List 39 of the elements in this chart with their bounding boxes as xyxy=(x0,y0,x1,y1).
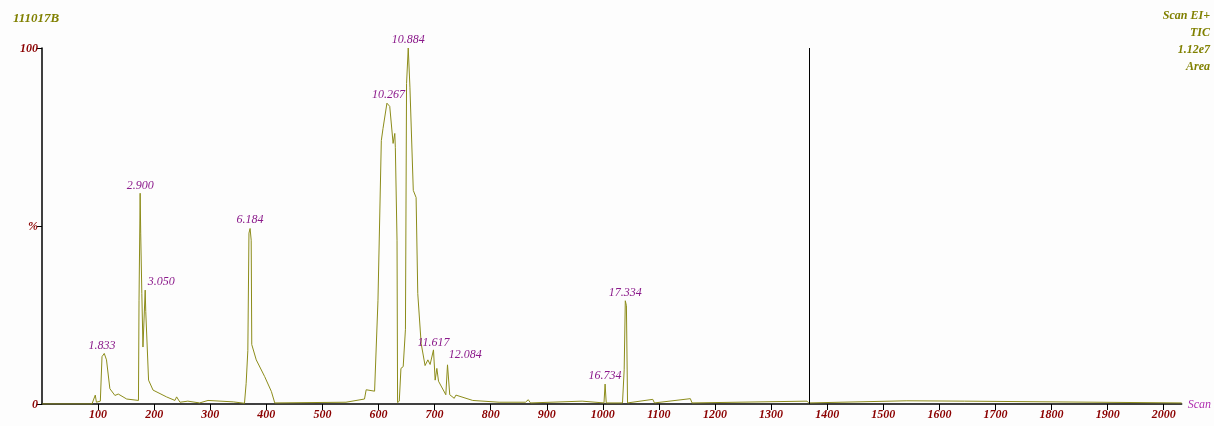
x-tick-label: 900 xyxy=(537,407,556,421)
x-tick-label: 300 xyxy=(200,407,220,421)
x-tick-label: 1900 xyxy=(1095,407,1120,421)
annotation: 11.617 xyxy=(417,334,451,349)
x-tick-label: 600 xyxy=(369,407,388,421)
annotation: 6.184 xyxy=(236,211,264,226)
text: TIC xyxy=(1189,24,1211,39)
annotation: 3.050 xyxy=(146,274,175,289)
x-tick-label: 500 xyxy=(313,407,332,421)
y-tick-label: 0 xyxy=(32,397,38,411)
x-tick-label: 700 xyxy=(425,407,444,421)
x-tick-label: 1200 xyxy=(703,407,728,421)
x-tick-label: 1400 xyxy=(815,407,840,421)
text: Area xyxy=(1185,58,1210,73)
annotation: 1.12e7 xyxy=(1177,41,1211,56)
annotation: 10.884 xyxy=(391,32,425,46)
text: Scan EI+ xyxy=(1162,7,1211,22)
x-tick-label: 100 xyxy=(89,407,108,421)
x-tick-label: 1300 xyxy=(759,407,784,421)
annotation: 17.334 xyxy=(608,284,642,299)
x-tick-label: 200 xyxy=(144,407,164,421)
y-tick-label: 100 xyxy=(20,41,38,55)
x-tick-label: 1700 xyxy=(983,407,1008,421)
x-tick-label: 1500 xyxy=(871,407,896,421)
annotation: 16.734 xyxy=(588,368,622,383)
annotation: 1.833 xyxy=(88,338,116,353)
chart-title: 111017B xyxy=(13,10,60,25)
x-tick-label: 400 xyxy=(256,407,276,421)
x-tick-label: 1800 xyxy=(1039,407,1064,421)
x-tick-label: 1100 xyxy=(647,407,671,421)
x-tick-label: 1600 xyxy=(927,407,952,421)
annotation: 10.267 xyxy=(372,87,407,102)
annotation: 12.084 xyxy=(448,347,482,362)
x-tick-label: 1000 xyxy=(590,407,615,421)
y-tick-label: % xyxy=(28,219,38,233)
x-tick-label: 2000 xyxy=(1150,407,1176,421)
annotation: 2.900 xyxy=(126,177,154,192)
x-axis-title: Scan xyxy=(1187,397,1211,411)
x-tick-label: 800 xyxy=(481,407,500,421)
